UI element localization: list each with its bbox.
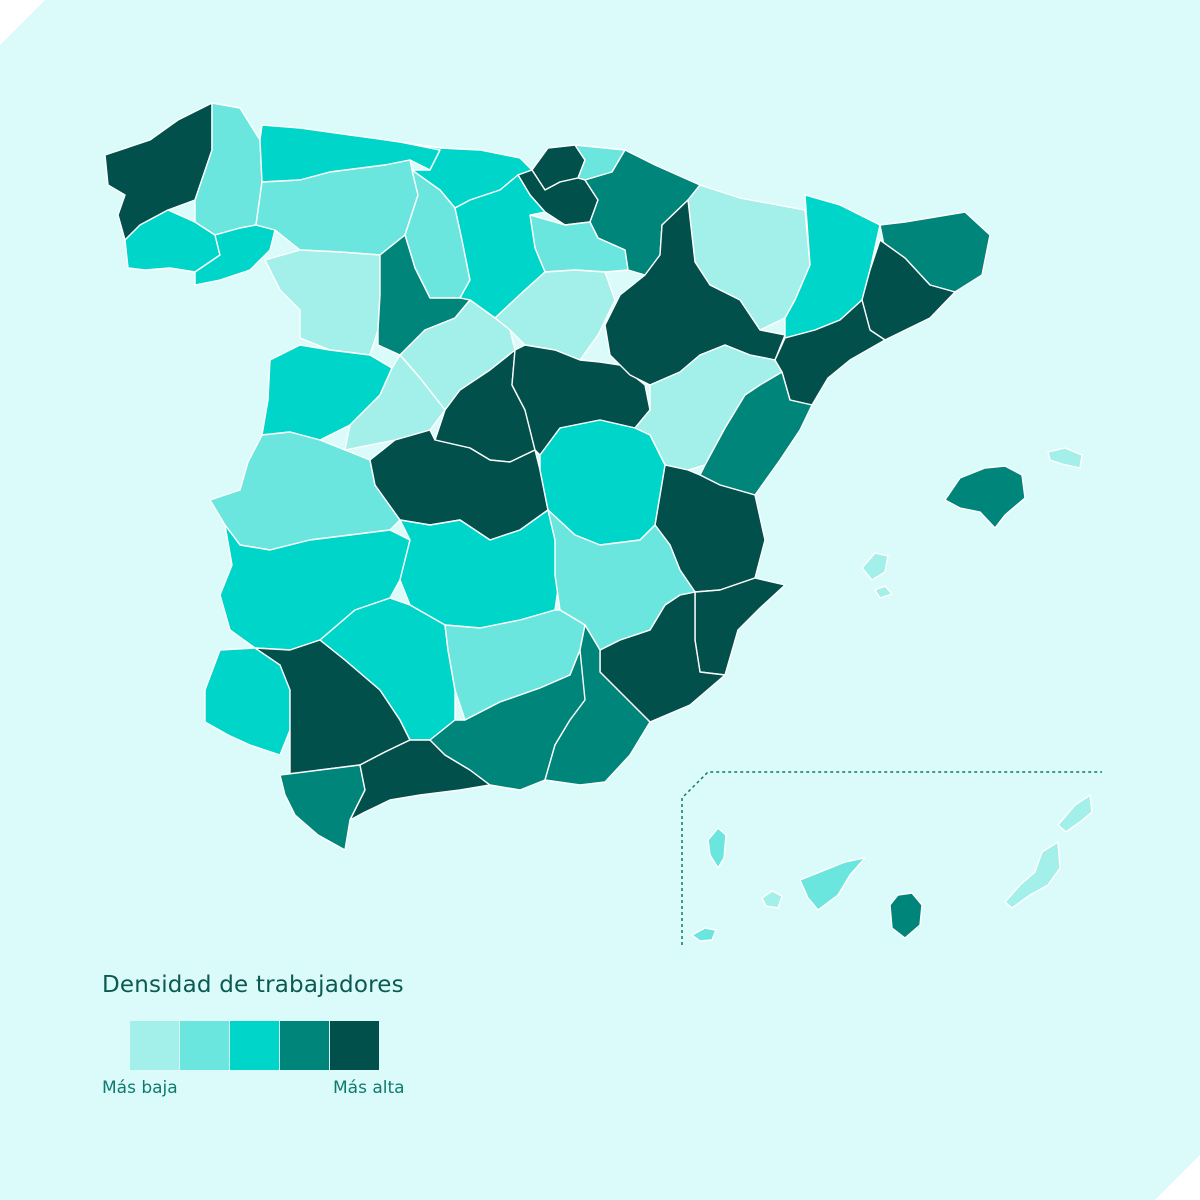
region-almeria[interactable] xyxy=(544,624,651,786)
region-lanzarote[interactable] xyxy=(1057,794,1093,833)
region-tenerife[interactable] xyxy=(799,857,866,911)
region-gran-canaria[interactable] xyxy=(889,892,923,939)
legend-swatch-4 xyxy=(280,1021,329,1070)
region-cordoba[interactable] xyxy=(319,597,456,741)
region-albacete[interactable] xyxy=(547,509,696,651)
region-fuerteventura[interactable] xyxy=(1004,841,1061,909)
legend-low-label: Más baja xyxy=(102,1078,178,1098)
region-ibiza[interactable] xyxy=(861,552,889,581)
region-mallorca[interactable] xyxy=(944,465,1026,529)
legend-high-label: Más alta xyxy=(333,1078,405,1098)
region-soria[interactable] xyxy=(494,269,616,361)
region-menorca[interactable] xyxy=(1047,447,1083,469)
region-barcelona[interactable] xyxy=(861,239,956,341)
region-cadiz[interactable] xyxy=(279,764,366,851)
canary-inset-frame xyxy=(681,771,1102,945)
region-castellon[interactable] xyxy=(699,371,813,496)
region-burgos[interactable] xyxy=(454,174,546,319)
region-malaga[interactable] xyxy=(349,739,491,821)
legend-swatch-3 xyxy=(230,1021,279,1070)
legend-swatch-5 xyxy=(330,1021,379,1070)
region-formentera[interactable] xyxy=(874,585,893,599)
legend-scale xyxy=(130,1021,380,1070)
region-la-gomera[interactable] xyxy=(761,890,783,909)
region-zamora[interactable] xyxy=(264,249,381,356)
legend-title: Densidad de trabajadores xyxy=(102,972,404,998)
legend-swatch-1 xyxy=(130,1021,179,1070)
legend-swatch-2 xyxy=(180,1021,229,1070)
region-la-palma[interactable] xyxy=(707,827,727,869)
region-el-hierro[interactable] xyxy=(691,927,717,942)
